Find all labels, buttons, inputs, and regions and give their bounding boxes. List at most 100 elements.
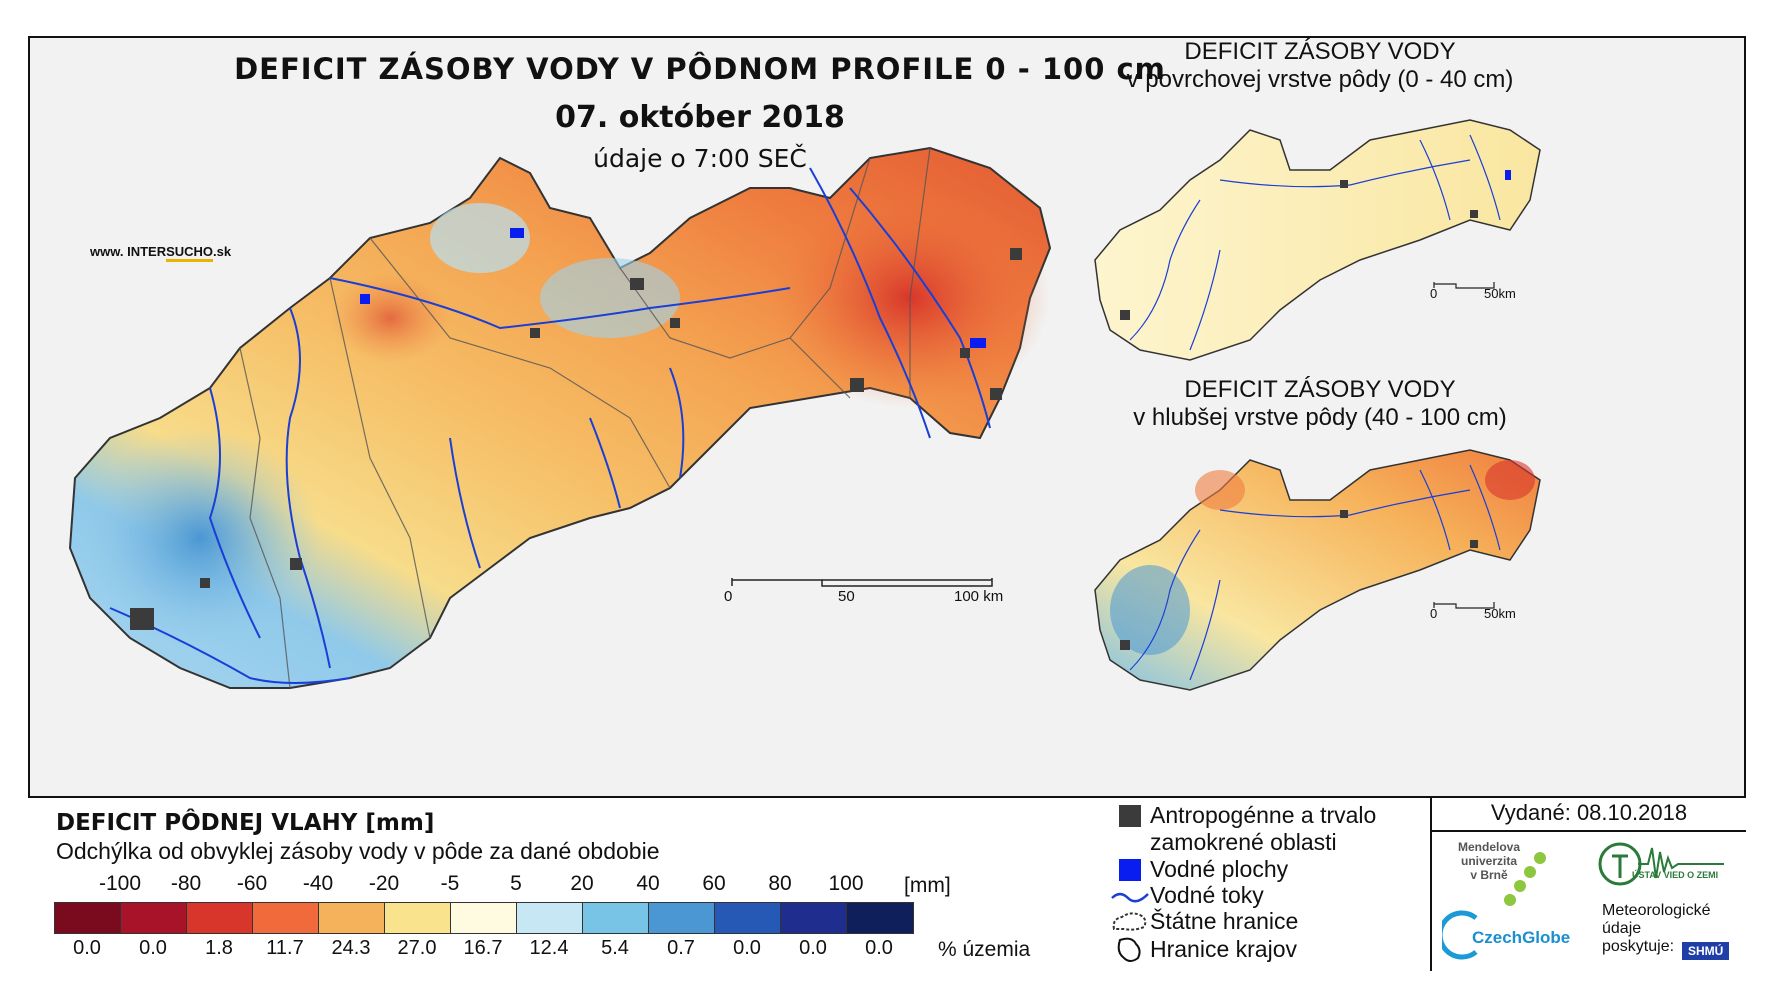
legend-tick-label: 100 — [828, 872, 864, 895]
legend-ticks: -100 -80 -60 -40 -20 -5 5 20 40 60 80 100 — [54, 872, 954, 898]
legend-swatch — [253, 903, 319, 933]
czechglobe-icon — [1442, 910, 1478, 960]
main-title: DEFICIT ZÁSOBY VODY V PÔDNOM PROFILE 0 -… — [234, 52, 1166, 86]
inset-bottom-title: DEFICIT ZÁSOBY VODY v hlubšej vrstve pôd… — [1110, 376, 1530, 432]
met-line3: poskytuje: — [1602, 938, 1675, 955]
legend-percent-value: 1.8 — [205, 937, 233, 959]
inset-top-title-line2: v povrchovej vrstve pôdy (0 - 40 cm) — [1126, 66, 1514, 93]
inset-top-scale-50: 50km — [1484, 286, 1516, 301]
legend-percent-value: 5.4 — [601, 937, 629, 959]
legend-subtitle: Odchýlka od obvyklej zásoby vody v pôde … — [56, 838, 660, 864]
website-suffix: .sk — [213, 244, 232, 259]
legend-colorbar — [54, 902, 914, 934]
met-line1: Meteorologické — [1602, 902, 1711, 919]
legend-percent-value: 0.7 — [667, 937, 695, 959]
legend-percent-value: 0.0 — [73, 937, 101, 959]
map-date: 07. október 2018 — [555, 100, 845, 135]
legend-unit: [mm] — [904, 874, 951, 897]
legend-tick-label: -20 — [368, 872, 400, 895]
legend-percent-value: 27.0 — [397, 937, 437, 959]
mendel-dots-icon — [1504, 852, 1546, 906]
legend-tick-label: 40 — [636, 872, 660, 895]
legend-percent-value: 0.0 — [139, 937, 167, 959]
website-link[interactable]: www. INTERSUCHO.sk — [90, 244, 232, 262]
inset-bottom-map — [1094, 449, 1541, 691]
rivers — [109, 167, 991, 684]
legend-swatch — [385, 903, 451, 933]
website-prefix: www. INTER — [90, 244, 167, 259]
symbol-urban: Antropogénne a trvalo zamokrené oblasti — [1110, 802, 1420, 856]
mendel-logo: Mendelova univerzita v Brně — [1458, 840, 1520, 882]
legend-tick-label: 80 — [768, 872, 792, 895]
legend-swatch — [319, 903, 385, 933]
region-borders — [239, 147, 931, 689]
legend-swatch — [847, 903, 913, 933]
legend-swatch — [781, 903, 847, 933]
logos-panel: Mendelova univerzita v Brně CzechGlobe Ú… — [1432, 832, 1746, 971]
legend-title: DEFICIT PÔDNEJ VLAHY [mm] — [56, 810, 435, 836]
legend-percents: 0.0 0.0 1.8 11.7 24.3 27.0 16.7 12.4 5.4 0.7 0.0 0.… — [54, 937, 1054, 963]
czechglobe-logo: CzechGlobe — [1472, 928, 1571, 947]
legend-swatch — [649, 903, 715, 933]
urban-symbol-icon — [1110, 802, 1150, 830]
legend-percent-value: 0.0 — [733, 937, 761, 959]
shmu-logo: SHMÚ — [1682, 942, 1730, 960]
legend-percent-value: 24.3 — [331, 937, 371, 959]
main-map — [68, 146, 1052, 689]
legend-swatch — [517, 903, 583, 933]
legend-tick-label: -80 — [170, 872, 202, 895]
mendel-line2: univerzita — [1461, 854, 1518, 868]
inset-bottom-scale-bar — [1433, 602, 1495, 609]
legend-panel — [28, 796, 1746, 971]
inset-top-scale-0: 0 — [1430, 286, 1438, 301]
symbol-rivers-label: Vodné toky — [1150, 882, 1264, 908]
uvz-logo: ÚSTAV VIED O ZEMI — [1632, 870, 1719, 880]
website-brand: SUCHO — [166, 244, 214, 262]
legend-swatch — [715, 903, 781, 933]
water-bodies — [360, 228, 986, 348]
inset-top-map — [1094, 119, 1541, 361]
river-symbol-icon — [1110, 882, 1150, 910]
legend-percent-value: 0.0 — [865, 937, 893, 959]
legend-swatch — [187, 903, 253, 933]
region-border-icon — [1110, 936, 1150, 964]
symbol-rivers: Vodné toky — [1110, 882, 1264, 910]
mendel-line3: v Brně — [1470, 868, 1508, 882]
inset-bottom-scale-50: 50km — [1484, 606, 1516, 621]
symbol-regions-label: Hranice krajov — [1150, 936, 1297, 962]
water-symbol-icon — [1110, 856, 1150, 884]
legend-percent-value: 12.4 — [529, 937, 569, 959]
legend-percent-unit: % územia — [938, 938, 1031, 961]
state-border-icon — [1110, 908, 1150, 936]
legend-tick-label: -60 — [236, 872, 268, 895]
issued-date: Vydané: 08.10.2018 — [1432, 796, 1746, 832]
inset-bottom-title-line1: DEFICIT ZÁSOBY VODY — [1184, 376, 1456, 403]
symbol-urban-label: Antropogénne a trvalo zamokrené oblasti — [1150, 802, 1377, 855]
inset-top-scale-bar — [1433, 282, 1495, 289]
legend-tick-label: -100 — [98, 872, 142, 895]
legend-swatch — [121, 903, 187, 933]
met-line2: údaje — [1602, 920, 1642, 937]
uvz-logo-icon — [1598, 842, 1724, 886]
legend-swatch — [55, 903, 121, 933]
met-data-text: Meteorologické údaje poskytuje: — [1602, 902, 1711, 956]
legend-tick-label: -5 — [440, 872, 460, 895]
symbol-border: Štátne hranice — [1110, 908, 1298, 936]
legend-tick-label: 20 — [570, 872, 594, 895]
symbol-water: Vodné plochy — [1110, 856, 1288, 884]
legend-tick-label: -40 — [302, 872, 334, 895]
symbol-border-label: Štátne hranice — [1150, 908, 1299, 934]
symbol-regions: Hranice krajov — [1110, 936, 1297, 964]
scale-label-50: 50 — [838, 588, 855, 605]
legend-tick-label: 60 — [702, 872, 726, 895]
urban-areas — [130, 248, 1022, 630]
mendel-line1: Mendelova — [1458, 840, 1521, 854]
legend-percent-value: 16.7 — [463, 937, 503, 959]
inset-top-title: DEFICIT ZÁSOBY VODY v povrchovej vrstve … — [1120, 38, 1520, 94]
main-scale-bar — [731, 578, 993, 587]
legend-tick-label: 5 — [510, 872, 522, 895]
legend-swatch — [583, 903, 649, 933]
legend-swatch — [451, 903, 517, 933]
scale-label-100: 100 km — [954, 588, 1004, 605]
scale-label-0: 0 — [724, 588, 733, 605]
